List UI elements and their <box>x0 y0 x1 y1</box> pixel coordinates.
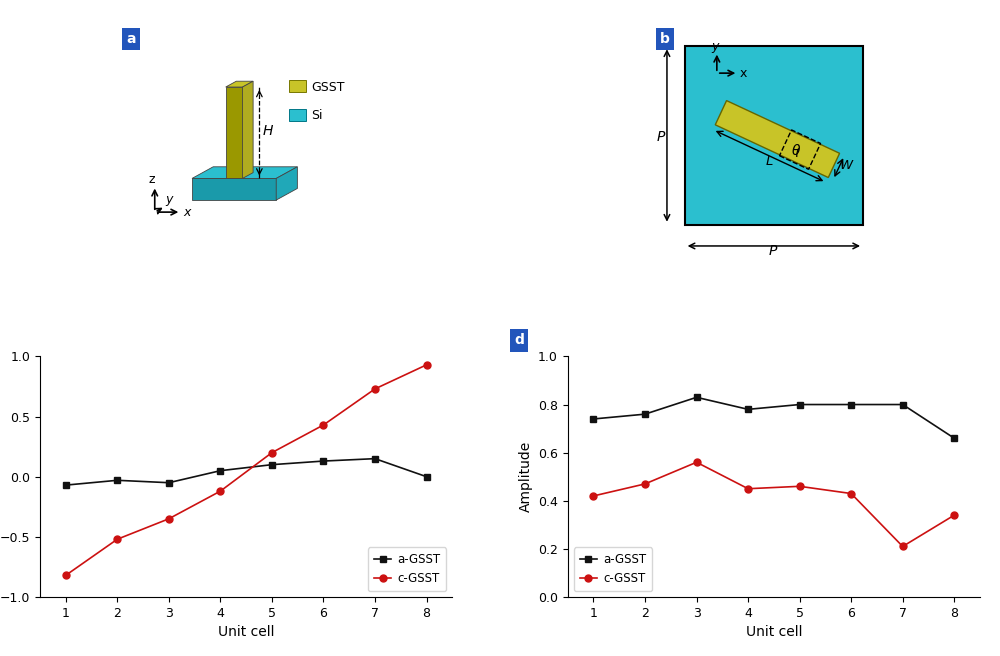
X-axis label: Unit cell: Unit cell <box>218 625 274 639</box>
c-GSST <box>317 421 329 429</box>
Polygon shape <box>226 81 253 87</box>
Text: d: d <box>514 333 524 348</box>
a-GSST <box>691 394 703 401</box>
c-GSST <box>845 489 857 497</box>
a-GSST <box>369 455 381 462</box>
a-GSST <box>845 401 857 409</box>
Legend: a-GSST, c-GSST: a-GSST, c-GSST <box>574 547 652 591</box>
Line: c-GSST: c-GSST <box>62 361 430 579</box>
Polygon shape <box>192 178 276 200</box>
Polygon shape <box>276 167 297 200</box>
a-GSST <box>742 405 754 413</box>
Text: x: x <box>184 206 191 218</box>
Text: Si: Si <box>311 110 323 123</box>
a-GSST <box>60 482 72 489</box>
Y-axis label: Amplitude: Amplitude <box>518 441 532 512</box>
c-GSST <box>214 487 226 495</box>
FancyBboxPatch shape <box>289 109 306 121</box>
c-GSST <box>794 482 806 490</box>
Polygon shape <box>226 87 243 178</box>
a-GSST <box>163 479 175 487</box>
Text: b: b <box>660 32 670 46</box>
Polygon shape <box>243 81 253 178</box>
Text: z: z <box>149 173 155 186</box>
c-GSST <box>60 571 72 579</box>
c-GSST <box>163 515 175 523</box>
Text: a: a <box>126 31 136 46</box>
Text: GSST: GSST <box>311 81 345 94</box>
c-GSST <box>639 480 651 488</box>
a-GSST <box>266 461 278 468</box>
a-GSST <box>948 434 960 442</box>
Text: x: x <box>740 67 747 79</box>
Text: y: y <box>165 193 173 206</box>
Text: $\theta$: $\theta$ <box>791 144 802 159</box>
Polygon shape <box>192 167 297 178</box>
Legend: a-GSST, c-GSST: a-GSST, c-GSST <box>368 547 446 591</box>
Line: a-GSST: a-GSST <box>590 394 958 441</box>
a-GSST <box>639 410 651 418</box>
a-GSST <box>421 473 433 481</box>
c-GSST <box>369 385 381 393</box>
Line: c-GSST: c-GSST <box>590 459 958 550</box>
Text: P: P <box>656 130 665 144</box>
Text: y: y <box>711 40 719 53</box>
Line: a-GSST: a-GSST <box>62 455 430 489</box>
a-GSST <box>897 401 909 409</box>
X-axis label: Unit cell: Unit cell <box>746 625 802 639</box>
c-GSST <box>948 511 960 519</box>
a-GSST <box>317 457 329 465</box>
Text: P: P <box>769 244 777 258</box>
Text: H: H <box>262 124 273 138</box>
Polygon shape <box>715 100 840 178</box>
c-GSST <box>266 449 278 457</box>
c-GSST <box>897 543 909 550</box>
Polygon shape <box>685 47 863 224</box>
a-GSST <box>794 401 806 409</box>
Text: W: W <box>839 159 852 173</box>
Text: L: L <box>766 155 773 168</box>
a-GSST <box>587 415 599 423</box>
a-GSST <box>214 467 226 475</box>
c-GSST <box>111 535 123 543</box>
c-GSST <box>691 459 703 466</box>
c-GSST <box>587 492 599 500</box>
FancyBboxPatch shape <box>289 80 306 92</box>
c-GSST <box>742 485 754 493</box>
a-GSST <box>111 476 123 484</box>
c-GSST <box>421 361 433 369</box>
